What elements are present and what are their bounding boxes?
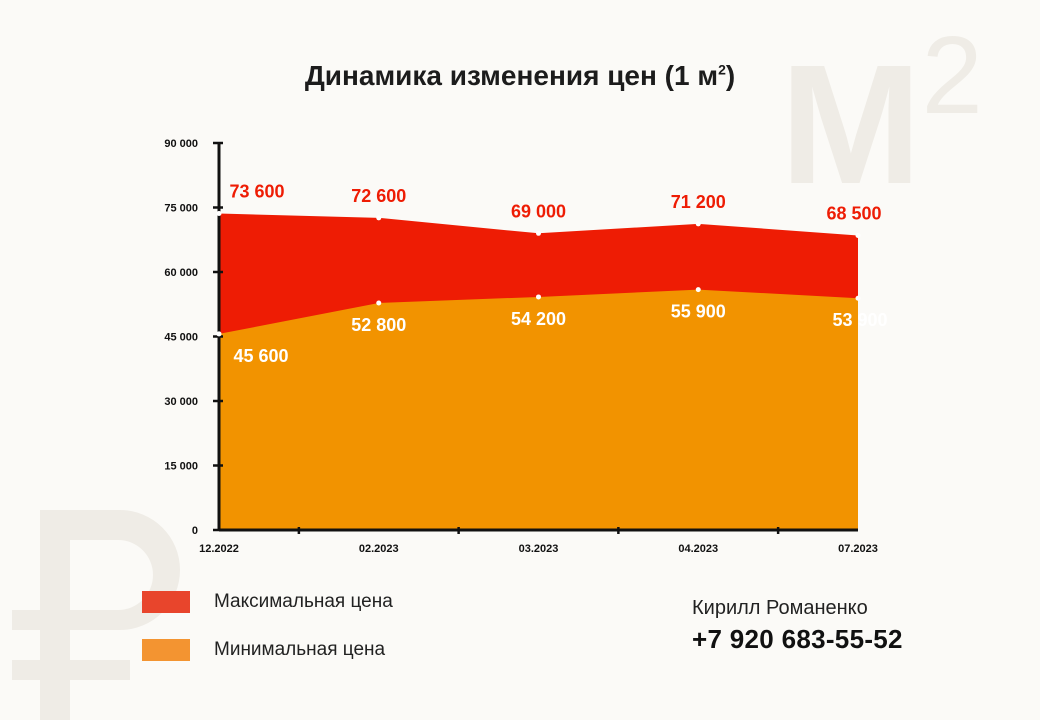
contact-block: Кирилл Романенко +7 920 683-55-52 [692, 597, 903, 655]
max-price-point [536, 230, 541, 236]
max-price-point [695, 221, 701, 227]
y-tick-label: 15 000 [164, 461, 198, 473]
x-tick-label: 12.2022 [199, 543, 239, 555]
max-price-label: 72 600 [351, 186, 406, 206]
min-price-label: 53 900 [832, 310, 887, 330]
contact-name: Кирилл Романенко [692, 597, 868, 619]
max-price-label: 68 500 [826, 203, 881, 223]
max-price-label: 69 000 [511, 201, 566, 221]
min-price-label: 54 200 [511, 309, 566, 329]
x-tick-label: 02.2023 [359, 543, 399, 555]
y-tick-label: 45 000 [164, 332, 198, 344]
y-tick-label: 0 [192, 525, 198, 537]
y-tick-label: 30 000 [164, 396, 198, 408]
y-tick-label: 60 000 [164, 267, 198, 279]
min-price-label: 55 900 [671, 302, 726, 322]
max-price-point [376, 215, 382, 221]
x-tick-label: 07.2023 [838, 543, 878, 555]
legend-swatch-min [142, 639, 190, 661]
max-price-point [855, 232, 861, 238]
min-price-point [216, 331, 222, 337]
min-price-point [855, 295, 861, 301]
x-tick-label: 04.2023 [678, 543, 718, 555]
chart-legend: Максимальная цена Минимальная цена [142, 578, 393, 674]
x-tick-label: 03.2023 [519, 543, 559, 555]
ruble-watermark [12, 510, 180, 720]
area-min-price [219, 289, 858, 530]
legend-swatch-max [142, 591, 190, 613]
min-price-point [695, 287, 701, 293]
y-tick-label: 90 000 [164, 138, 198, 150]
legend-item-max: Максимальная цена [142, 578, 393, 626]
max-price-label: 71 200 [671, 192, 726, 212]
max-price-label: 73 600 [229, 182, 284, 202]
y-tick-label: 75 000 [164, 203, 198, 215]
max-price-point [216, 211, 222, 217]
min-price-point [376, 300, 382, 306]
legend-label-max: Максимальная цена [214, 591, 393, 612]
m2-watermark: М2 [780, 14, 983, 220]
legend-item-min: Минимальная цена [142, 626, 393, 674]
contact-phone[interactable]: +7 920 683-55-52 [692, 624, 903, 654]
legend-label-min: Минимальная цена [214, 639, 386, 660]
min-price-label: 52 800 [351, 315, 406, 335]
chart-title: Динамика изменения цен (1 м2) [304, 60, 736, 91]
min-price-label: 45 600 [233, 346, 288, 366]
min-price-point [536, 294, 541, 300]
